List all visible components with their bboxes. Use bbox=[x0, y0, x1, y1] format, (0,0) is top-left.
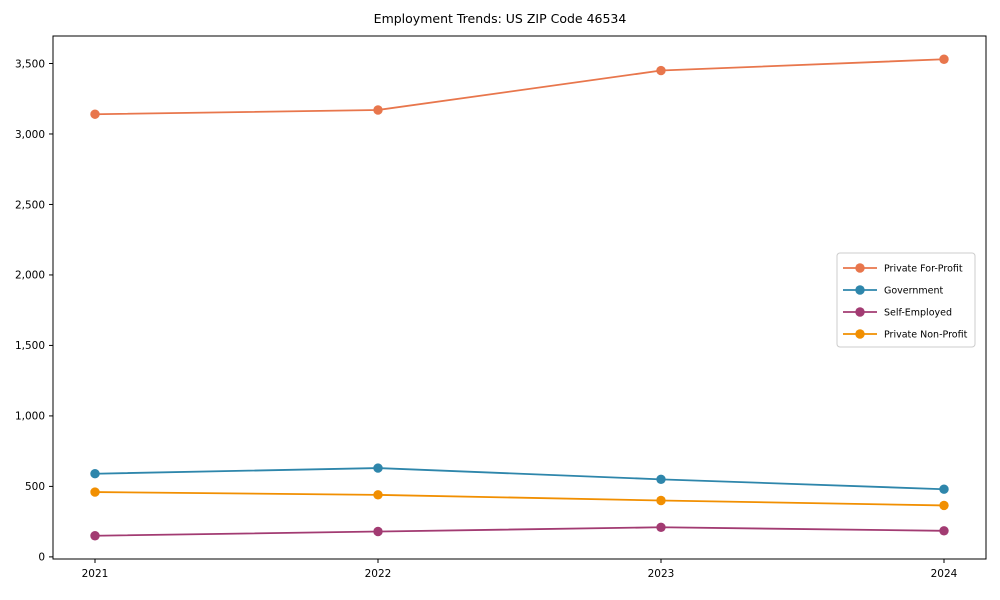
legend-item-private-for-profit: Private For-Profit bbox=[843, 263, 963, 275]
data-point-private-non-profit-2022 bbox=[373, 490, 383, 500]
y-tick-label: 2,000 bbox=[15, 270, 45, 282]
data-point-government-2022 bbox=[373, 463, 383, 473]
legend-label: Self-Employed bbox=[884, 308, 952, 319]
legend-box bbox=[836, 252, 976, 348]
legend-item-private-non-profit: Private Non-Profit bbox=[843, 329, 968, 341]
legend-swatch-marker bbox=[855, 307, 865, 317]
y-tick-label: 500 bbox=[25, 481, 45, 493]
chart-title: Employment Trends: US ZIP Code 46534 bbox=[373, 11, 627, 26]
y-tick-label: 0 bbox=[38, 552, 45, 564]
data-point-self-employed-2024 bbox=[939, 526, 949, 536]
series-line-private-non-profit bbox=[94, 491, 945, 507]
y-tick-label: 2,500 bbox=[15, 199, 45, 211]
data-point-government-2023 bbox=[656, 474, 666, 485]
y-tick-label: 3,000 bbox=[15, 129, 45, 141]
legend-item-self-employed: Self-Employed bbox=[843, 307, 952, 319]
x-axis: 2021 2022 2023 2024 bbox=[82, 559, 958, 580]
legend-label: Private For-Profit bbox=[884, 264, 963, 275]
legend-label: Private Non-Profit bbox=[884, 330, 968, 341]
series-private-non-profit bbox=[90, 487, 949, 511]
data-point-self-employed-2022 bbox=[373, 526, 383, 537]
data-point-self-employed-2023 bbox=[656, 522, 666, 532]
data-point-private-non-profit-2023 bbox=[656, 495, 666, 506]
series-private-for-profit bbox=[90, 54, 949, 119]
data-point-government-2021 bbox=[90, 469, 100, 479]
series-government bbox=[90, 463, 949, 494]
y-tick-label: 3,500 bbox=[15, 58, 45, 70]
y-axis: 0 500 1,000 1,500 2,000 2,500 3,000 3,500 bbox=[15, 58, 53, 564]
series-self-employed bbox=[90, 522, 949, 541]
data-point-private-for-profit-2021 bbox=[90, 109, 100, 119]
series-line-government bbox=[94, 467, 945, 491]
data-point-private-for-profit-2024 bbox=[939, 54, 949, 64]
data-point-private-non-profit-2024 bbox=[939, 500, 949, 511]
legend-swatch-marker bbox=[855, 285, 865, 295]
legend-swatch-marker bbox=[855, 329, 865, 339]
y-tick-label: 1,000 bbox=[15, 411, 45, 423]
data-point-government-2024 bbox=[939, 484, 949, 494]
x-tick-label: 2022 bbox=[365, 568, 392, 580]
x-tick-label: 2024 bbox=[931, 568, 958, 580]
legend-label: Government bbox=[884, 286, 944, 297]
series-line-private-for-profit bbox=[94, 58, 945, 116]
data-point-private-for-profit-2023 bbox=[656, 65, 666, 76]
legend-item-government: Government bbox=[843, 285, 944, 297]
series-line-self-employed bbox=[94, 526, 945, 537]
data-point-self-employed-2021 bbox=[90, 531, 100, 541]
legend-swatch-marker bbox=[855, 263, 865, 273]
data-point-private-for-profit-2022 bbox=[373, 105, 383, 115]
x-tick-label: 2023 bbox=[648, 568, 675, 580]
y-tick-label: 1,500 bbox=[15, 340, 45, 352]
legend: Private For-Profit Government Self-Employe… bbox=[836, 252, 976, 348]
data-point-private-non-profit-2021 bbox=[90, 487, 100, 497]
x-tick-label: 2021 bbox=[82, 568, 109, 580]
